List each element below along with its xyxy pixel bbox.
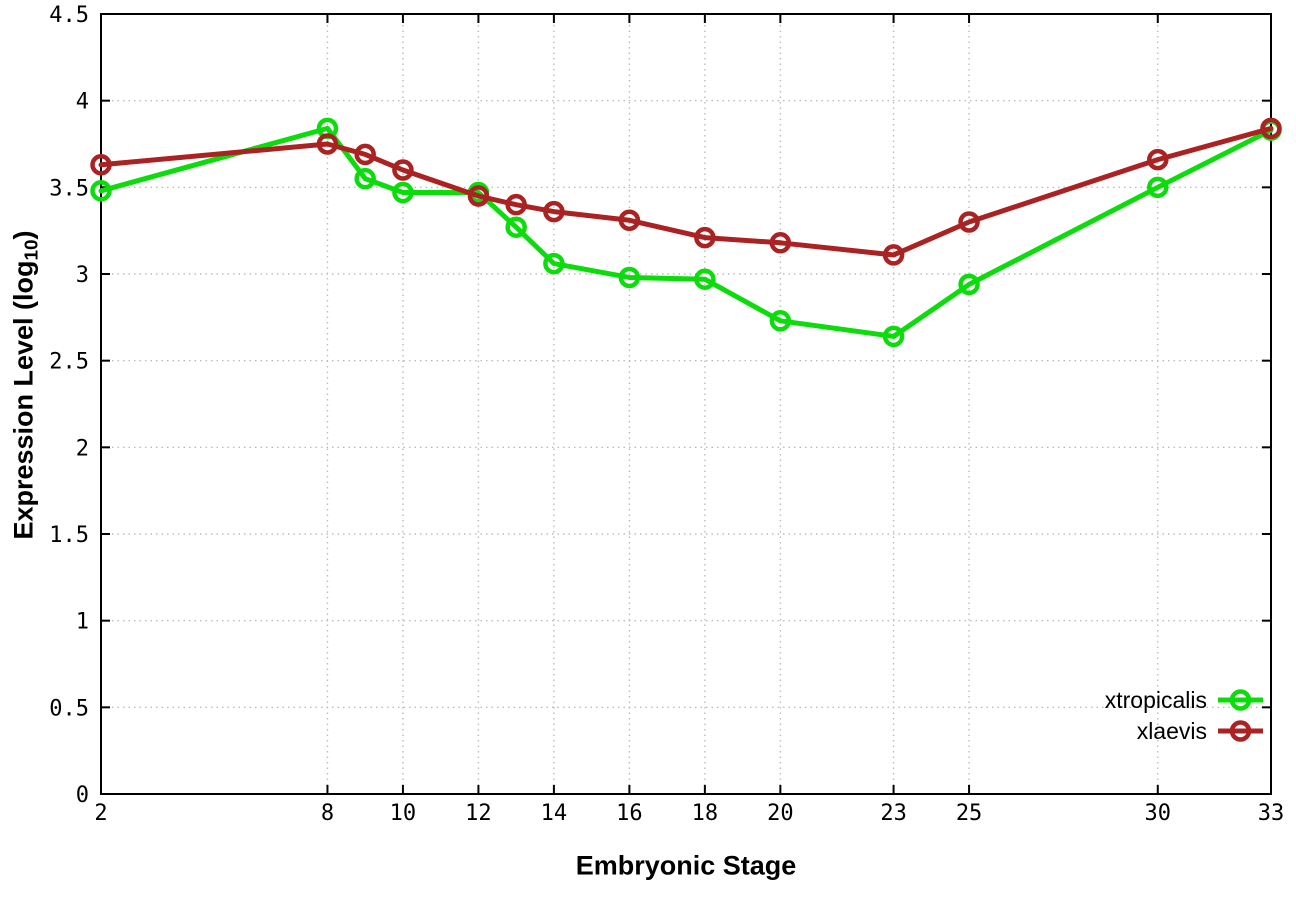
data-point-xtropicalis	[958, 273, 980, 296]
series-line-xlaevis	[98, 125, 1274, 258]
plot-border	[100, 13, 1272, 795]
data-point-xtropicalis	[392, 181, 414, 204]
data-point-xlaevis	[505, 193, 527, 216]
legend-label-xtropicalis: xtropicalis	[1105, 687, 1207, 713]
x-tick-label: 23	[880, 801, 907, 826]
x-tick-label: 14	[541, 801, 568, 826]
data-point-xlaevis	[769, 232, 792, 254]
x-tick-label: 8	[321, 801, 334, 826]
data-point-xtropicalis	[694, 268, 716, 290]
data-point-xtropicalis	[354, 167, 376, 190]
data-point-xlaevis	[392, 159, 414, 181]
y-axis-title-subscript: 10	[21, 239, 43, 261]
data-point-xtropicalis	[769, 310, 792, 332]
x-tick-label: 25	[956, 801, 983, 826]
y-tick-label: 4	[76, 90, 89, 115]
legend-entry-xtropicalis: xtropicalis	[1105, 687, 1263, 713]
data-point-xtropicalis	[1147, 176, 1169, 199]
data-point-xlaevis	[618, 209, 641, 232]
data-point-xtropicalis	[882, 325, 905, 348]
data-point-xlaevis	[467, 185, 490, 207]
legend-marker-sample	[1229, 720, 1252, 742]
data-point-xlaevis	[543, 200, 565, 223]
x-tick-label: 12	[465, 801, 492, 826]
data-point-xlaevis	[882, 244, 905, 266]
data-point-xlaevis	[90, 154, 112, 176]
x-tick-label: 2	[94, 801, 107, 826]
data-point-xlaevis	[958, 211, 980, 233]
data-point-xlaevis	[1147, 148, 1169, 171]
y-tick-label: 1.5	[49, 523, 89, 548]
x-tick-label: 20	[767, 801, 794, 826]
x-tick-label: 18	[692, 801, 719, 826]
y-tick-label: 3	[76, 263, 89, 288]
data-point-xlaevis	[1260, 117, 1282, 140]
x-tick-label: 16	[616, 801, 643, 826]
x-tick-label: 10	[390, 801, 417, 826]
y-tick-label: 2	[76, 436, 89, 461]
legend-marker-sample	[1229, 689, 1252, 711]
x-tick-label: 33	[1258, 801, 1285, 826]
x-axis-title-text: Embryonic Stage	[575, 850, 797, 881]
x-axis-title: Embryonic Stage	[576, 851, 797, 882]
data-point-xtropicalis	[505, 216, 527, 238]
data-point-xtropicalis	[90, 180, 112, 202]
legend-entry-xlaevis: xlaevis	[1137, 718, 1263, 744]
y-axis-title: Expression Level (log10)	[8, 230, 43, 540]
data-point-xlaevis	[316, 133, 339, 155]
data-point-xtropicalis	[618, 266, 641, 289]
y-axis-title-main: Expression Level (log	[8, 260, 39, 540]
y-tick-label: 4.5	[49, 3, 89, 28]
legend-label-xlaevis: xlaevis	[1137, 718, 1207, 744]
data-point-xlaevis	[694, 226, 716, 249]
x-tick-label: 30	[1145, 801, 1172, 826]
y-tick-label: 0.5	[49, 696, 89, 721]
data-point-xlaevis	[354, 143, 376, 166]
y-axis-title-end: )	[8, 230, 39, 240]
y-tick-label: 2.5	[49, 350, 89, 375]
data-point-xtropicalis	[543, 252, 565, 275]
y-tick-label: 3.5	[49, 176, 89, 201]
y-tick-label: 1	[76, 610, 89, 635]
y-tick-label: 0	[76, 783, 89, 808]
